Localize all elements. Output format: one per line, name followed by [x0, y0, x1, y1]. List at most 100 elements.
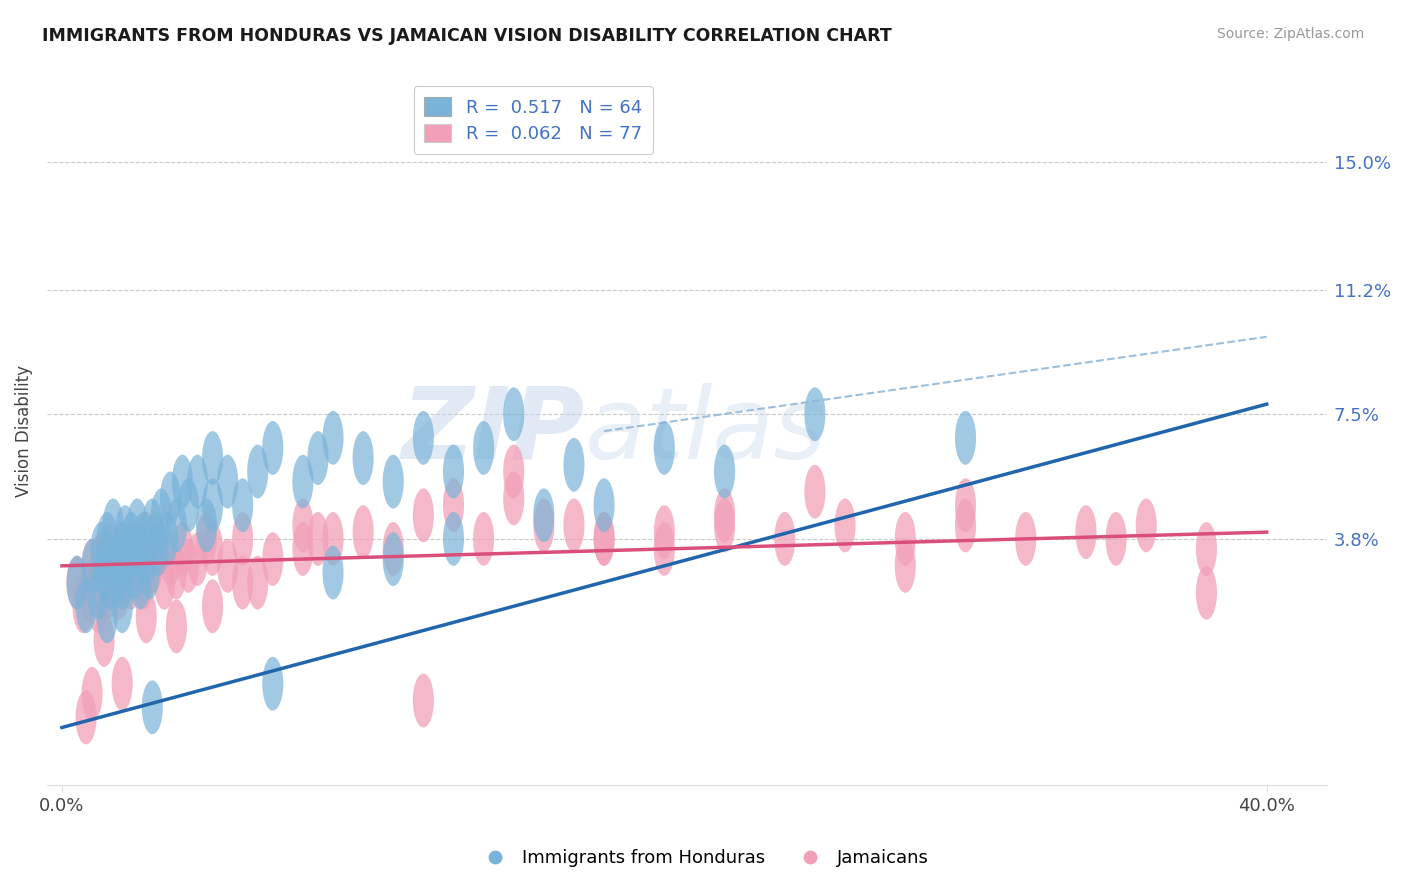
- Ellipse shape: [308, 512, 329, 566]
- Ellipse shape: [202, 522, 224, 576]
- Ellipse shape: [472, 421, 494, 475]
- Ellipse shape: [115, 505, 136, 559]
- Ellipse shape: [533, 499, 554, 552]
- Ellipse shape: [195, 512, 217, 566]
- Ellipse shape: [100, 522, 121, 576]
- Ellipse shape: [804, 387, 825, 442]
- Ellipse shape: [894, 512, 915, 566]
- Ellipse shape: [714, 444, 735, 499]
- Ellipse shape: [148, 522, 169, 576]
- Ellipse shape: [145, 512, 166, 566]
- Ellipse shape: [111, 556, 132, 609]
- Ellipse shape: [202, 478, 224, 533]
- Ellipse shape: [308, 431, 329, 485]
- Ellipse shape: [124, 546, 145, 599]
- Ellipse shape: [292, 522, 314, 576]
- Ellipse shape: [263, 533, 284, 586]
- Ellipse shape: [166, 499, 187, 552]
- Ellipse shape: [166, 599, 187, 654]
- Ellipse shape: [322, 546, 343, 599]
- Ellipse shape: [247, 556, 269, 609]
- Ellipse shape: [111, 657, 132, 711]
- Ellipse shape: [153, 556, 174, 609]
- Ellipse shape: [564, 499, 585, 552]
- Ellipse shape: [835, 499, 856, 552]
- Ellipse shape: [87, 566, 108, 620]
- Ellipse shape: [82, 667, 103, 721]
- Ellipse shape: [955, 499, 976, 552]
- Ellipse shape: [654, 522, 675, 576]
- Ellipse shape: [132, 556, 153, 609]
- Ellipse shape: [443, 512, 464, 566]
- Y-axis label: Vision Disability: Vision Disability: [15, 365, 32, 497]
- Ellipse shape: [353, 431, 374, 485]
- Ellipse shape: [103, 499, 124, 552]
- Ellipse shape: [84, 556, 105, 609]
- Ellipse shape: [118, 533, 139, 586]
- Ellipse shape: [82, 539, 103, 593]
- Ellipse shape: [382, 455, 404, 508]
- Ellipse shape: [66, 556, 87, 609]
- Ellipse shape: [142, 499, 163, 552]
- Ellipse shape: [142, 681, 163, 734]
- Ellipse shape: [443, 478, 464, 533]
- Ellipse shape: [79, 566, 100, 620]
- Ellipse shape: [263, 657, 284, 711]
- Ellipse shape: [775, 512, 796, 566]
- Ellipse shape: [1197, 522, 1218, 576]
- Ellipse shape: [443, 444, 464, 499]
- Ellipse shape: [136, 533, 157, 586]
- Ellipse shape: [714, 499, 735, 552]
- Ellipse shape: [105, 539, 127, 593]
- Ellipse shape: [66, 556, 87, 609]
- Ellipse shape: [654, 505, 675, 559]
- Ellipse shape: [382, 533, 404, 586]
- Ellipse shape: [503, 472, 524, 525]
- Legend: R =  0.517   N = 64, R =  0.062   N = 77: R = 0.517 N = 64, R = 0.062 N = 77: [413, 87, 652, 154]
- Ellipse shape: [150, 488, 172, 542]
- Ellipse shape: [103, 556, 124, 609]
- Ellipse shape: [97, 590, 118, 643]
- Ellipse shape: [1076, 505, 1097, 559]
- Ellipse shape: [132, 512, 153, 566]
- Legend: Immigrants from Honduras, Jamaicans: Immigrants from Honduras, Jamaicans: [470, 842, 936, 874]
- Ellipse shape: [100, 556, 121, 609]
- Ellipse shape: [247, 444, 269, 499]
- Ellipse shape: [118, 533, 139, 586]
- Ellipse shape: [108, 546, 129, 599]
- Ellipse shape: [127, 522, 148, 576]
- Ellipse shape: [195, 499, 217, 552]
- Ellipse shape: [714, 488, 735, 542]
- Ellipse shape: [232, 478, 253, 533]
- Ellipse shape: [413, 411, 434, 465]
- Ellipse shape: [202, 579, 224, 633]
- Text: ZIP: ZIP: [402, 383, 585, 480]
- Ellipse shape: [353, 505, 374, 559]
- Ellipse shape: [121, 512, 142, 566]
- Ellipse shape: [533, 488, 554, 542]
- Ellipse shape: [82, 539, 103, 593]
- Text: IMMIGRANTS FROM HONDURAS VS JAMAICAN VISION DISABILITY CORRELATION CHART: IMMIGRANTS FROM HONDURAS VS JAMAICAN VIS…: [42, 27, 891, 45]
- Ellipse shape: [593, 512, 614, 566]
- Ellipse shape: [1015, 512, 1036, 566]
- Ellipse shape: [157, 512, 179, 566]
- Ellipse shape: [263, 421, 284, 475]
- Ellipse shape: [97, 566, 118, 620]
- Ellipse shape: [894, 539, 915, 593]
- Ellipse shape: [160, 533, 181, 586]
- Ellipse shape: [503, 444, 524, 499]
- Ellipse shape: [90, 533, 111, 586]
- Ellipse shape: [593, 478, 614, 533]
- Ellipse shape: [1197, 566, 1218, 620]
- Ellipse shape: [97, 533, 118, 586]
- Ellipse shape: [179, 539, 200, 593]
- Ellipse shape: [87, 579, 108, 633]
- Ellipse shape: [90, 522, 111, 576]
- Ellipse shape: [322, 512, 343, 566]
- Ellipse shape: [187, 533, 208, 586]
- Ellipse shape: [127, 499, 148, 552]
- Ellipse shape: [654, 421, 675, 475]
- Ellipse shape: [503, 387, 524, 442]
- Ellipse shape: [232, 512, 253, 566]
- Ellipse shape: [121, 556, 142, 609]
